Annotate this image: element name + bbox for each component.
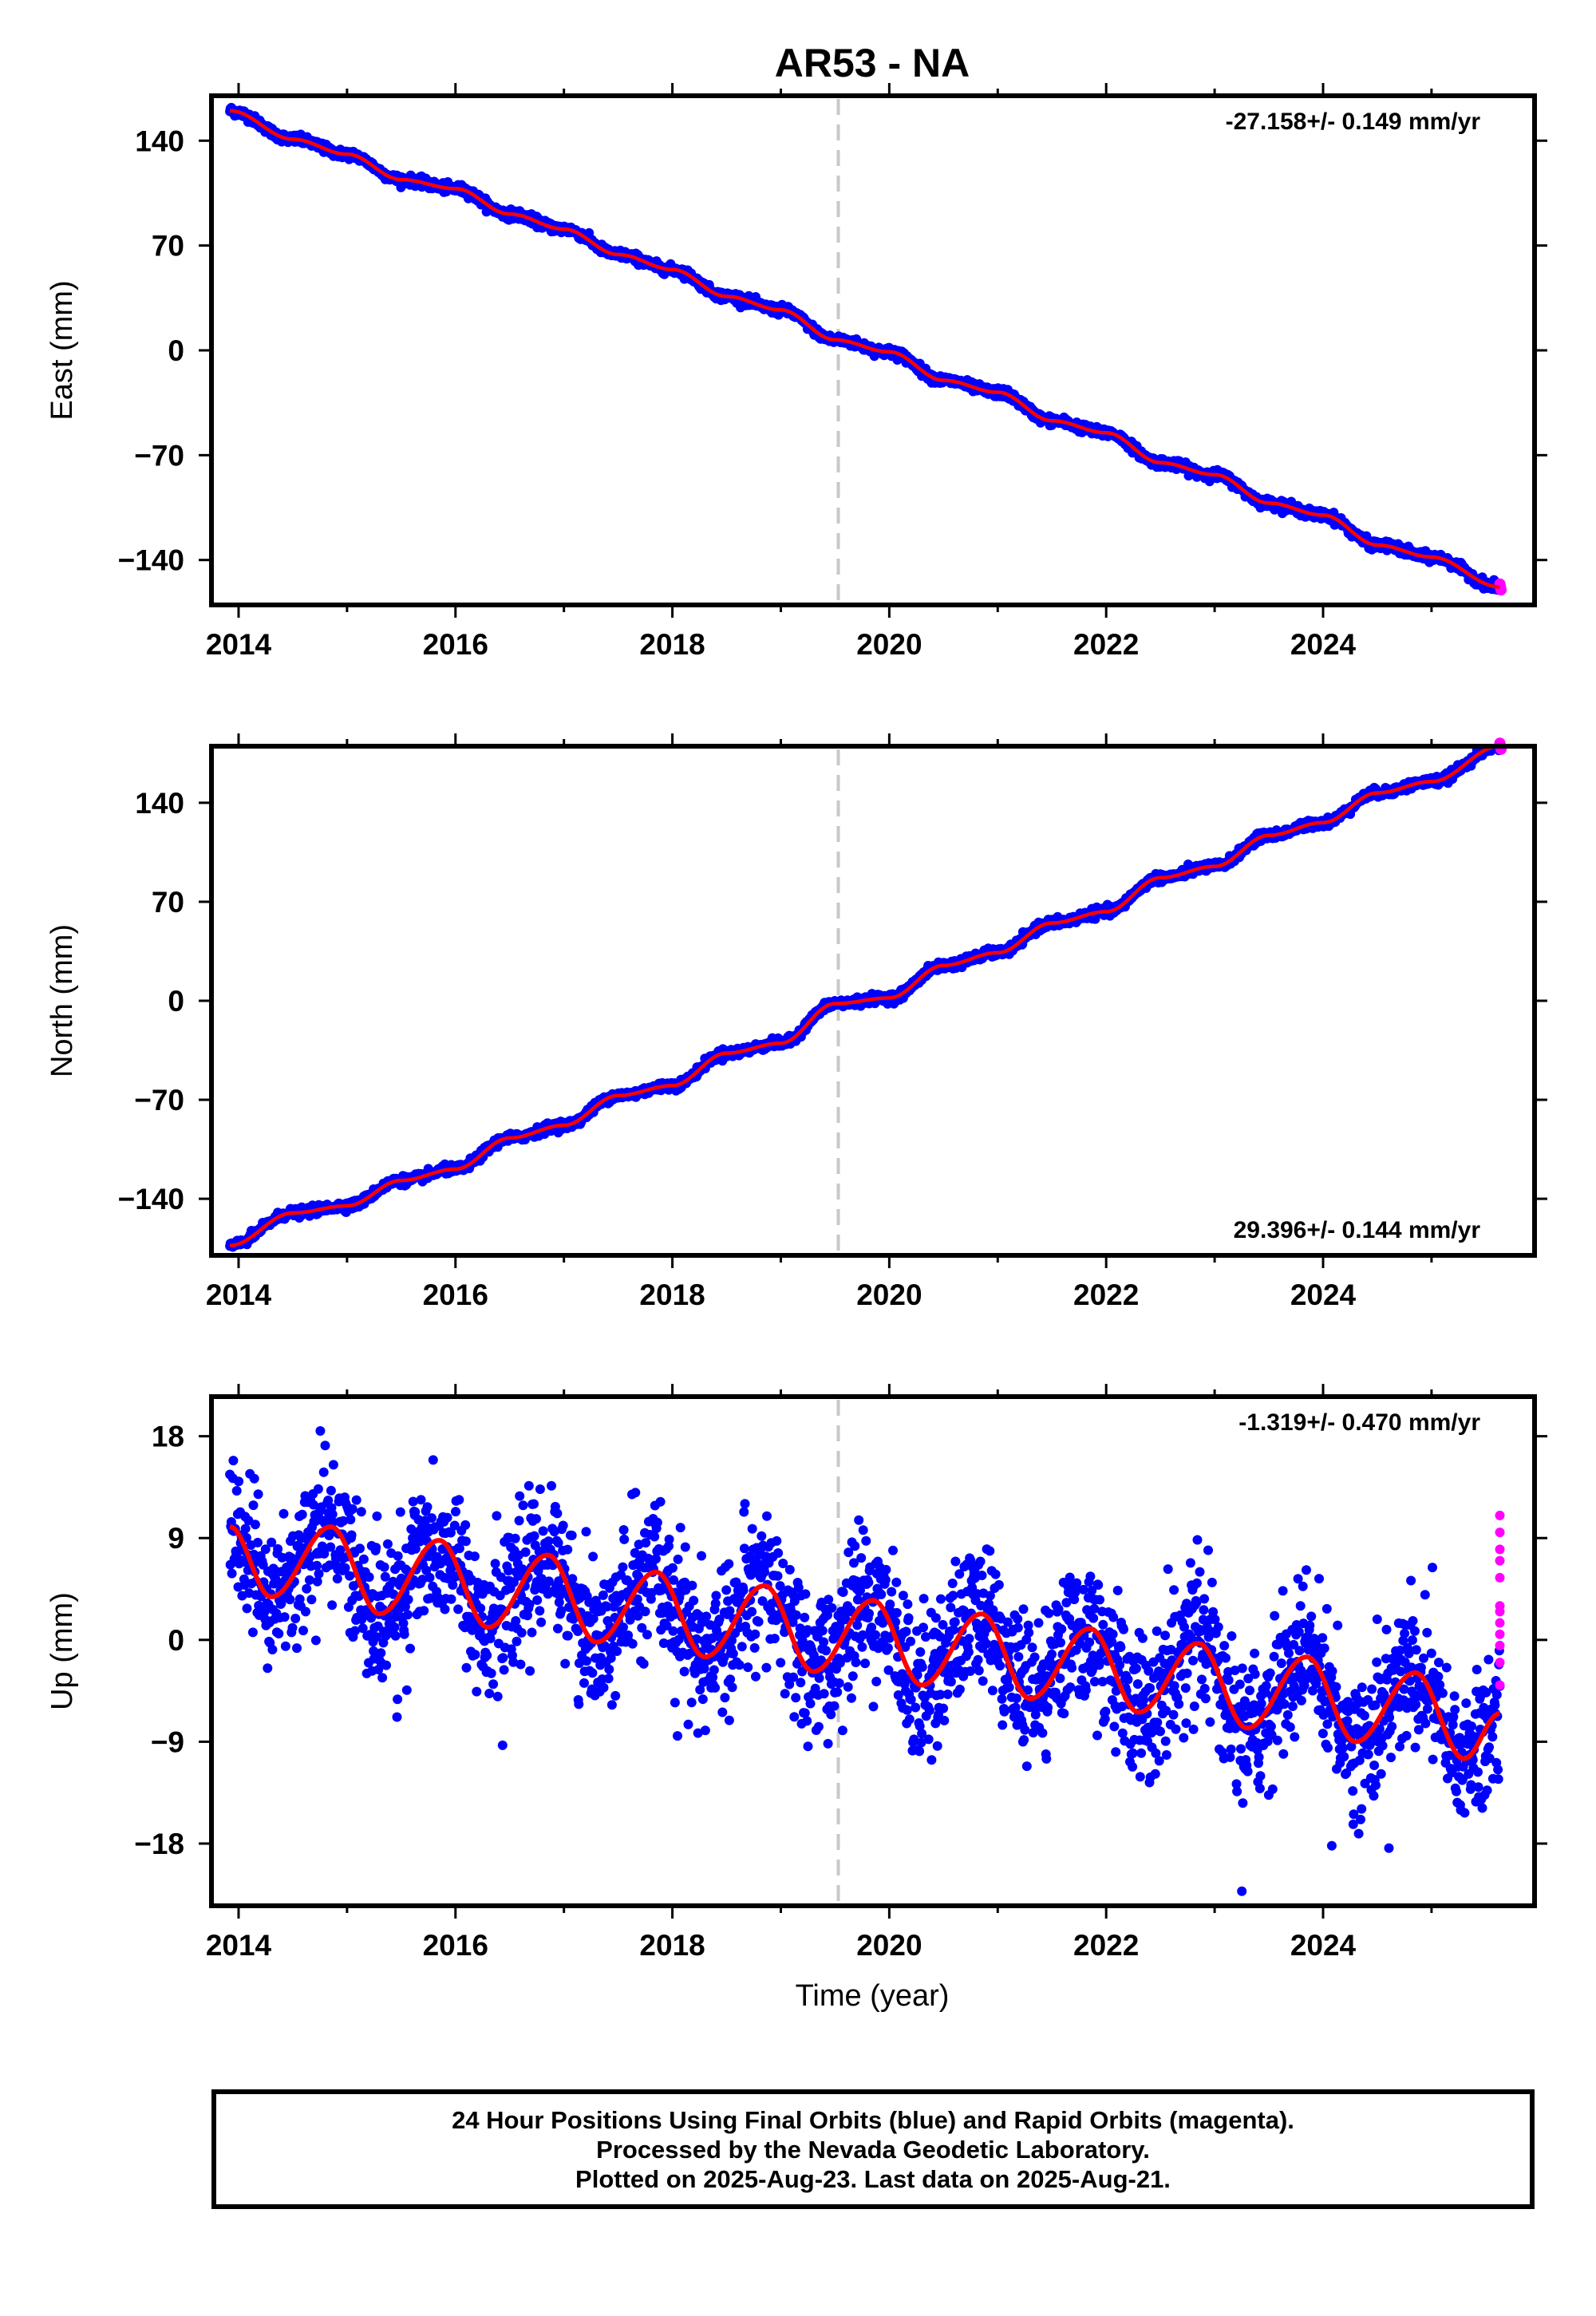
east-ytick-label: −70 xyxy=(134,439,184,472)
east-model-curve xyxy=(230,109,1500,589)
east-y-axis-label: East (mm) xyxy=(45,280,79,420)
east-xtick-label: 2016 xyxy=(423,628,488,661)
east-ytick-label: 0 xyxy=(168,334,184,367)
chart-title: AR53 - NA xyxy=(775,41,970,85)
east-rate-annotation: -27.158+/- 0.149 mm/yr xyxy=(1226,109,1481,135)
east-xtick-label: 2020 xyxy=(856,628,922,661)
east-ytick-label: 140 xyxy=(135,124,184,157)
east-final-positions xyxy=(225,102,1505,595)
east-xtick-label: 2022 xyxy=(1073,628,1139,661)
east-ytick-label: −140 xyxy=(118,544,184,577)
east-xtick-label: 2018 xyxy=(639,628,705,661)
east-ytick-label: 70 xyxy=(152,230,184,263)
north-final-positions xyxy=(225,746,1505,1252)
east-xtick-label: 2024 xyxy=(1290,628,1357,661)
east-panel: 140 70 0 −70 −140 2014 2016 2018 2020 2022 2024 Eas… xyxy=(45,83,1547,661)
east-xtick-label: 2014 xyxy=(206,628,272,661)
